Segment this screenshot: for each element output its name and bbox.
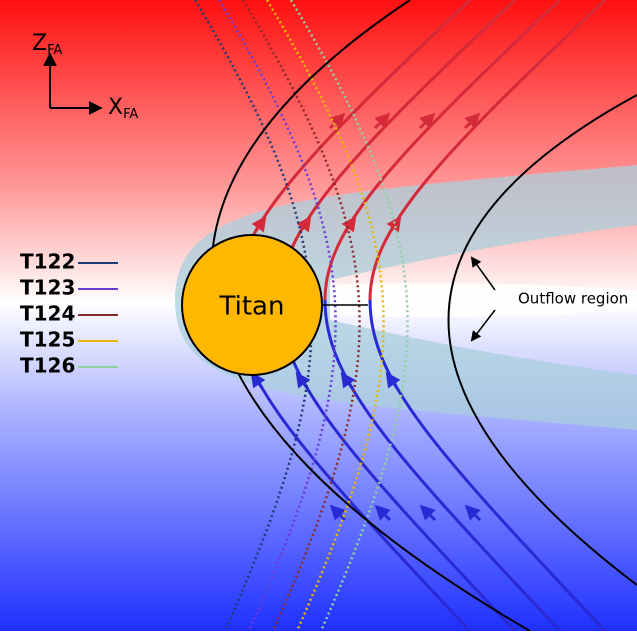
x-sub: FA	[123, 107, 138, 122]
diagram: Titan ZFA XFA T122T123T124T125T126 Outfl…	[0, 0, 637, 631]
outflow-label: Outflow region	[518, 290, 628, 308]
z-main: Z	[32, 31, 47, 56]
z-sub: FA	[47, 43, 62, 58]
legend-label: T122	[20, 250, 75, 274]
titan-label: Titan	[219, 292, 285, 322]
legend-label: T125	[20, 328, 75, 352]
legend-label: T124	[20, 302, 75, 326]
legend-label: T126	[20, 354, 75, 378]
x-main: X	[108, 95, 123, 120]
legend-label: T123	[20, 276, 75, 300]
